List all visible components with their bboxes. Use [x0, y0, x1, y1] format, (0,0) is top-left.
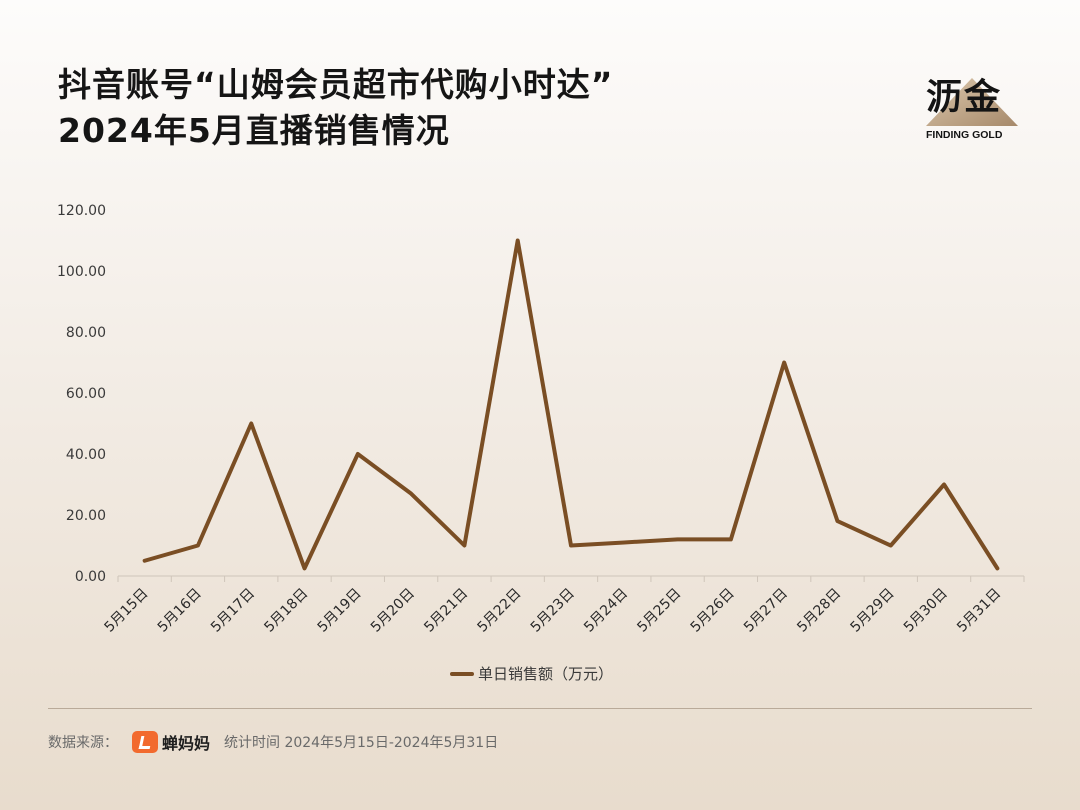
- series-line: [142, 238, 1000, 571]
- y-tick-label: 0.00: [75, 569, 106, 585]
- finding-gold-logo: 沥金 FINDING GOLD: [920, 66, 1020, 146]
- y-tick-label: 40.00: [66, 447, 106, 463]
- stat-period: 统计时间 2024年5月15日-2024年5月31日: [224, 735, 499, 751]
- y-tick-label: 120.00: [57, 203, 106, 219]
- legend-label: 单日销售额（万元）: [478, 665, 613, 683]
- x-tick-label: 5月23日: [528, 586, 578, 636]
- line-chart: 0.00 20.00 40.00 60.00 80.00 100.00 120.00 5月15…: [57, 203, 1025, 683]
- chanmama-logo-icon: [132, 731, 158, 753]
- footer: 数据来源： 蝉妈妈 统计时间 2024年5月15日-2024年5月31日: [48, 730, 498, 754]
- x-tick-label: 5月19日: [315, 586, 365, 636]
- x-tick-label: 5月17日: [208, 586, 258, 636]
- x-tick-label: 5月20日: [368, 586, 418, 636]
- x-tick-label: 5月26日: [688, 586, 738, 636]
- y-tick-label: 20.00: [66, 508, 106, 524]
- x-tick-label: 5月25日: [634, 586, 684, 636]
- y-tick-label: 60.00: [66, 386, 106, 402]
- x-tick-label: 5月21日: [421, 586, 471, 636]
- source-brand-name: 蝉妈妈: [162, 734, 211, 753]
- mountain-icon: [926, 78, 1018, 126]
- logo-chinese-text: 沥金: [926, 77, 1003, 118]
- x-tick-label: 5月18日: [261, 586, 311, 636]
- source-label: 数据来源：: [48, 735, 118, 751]
- x-tick-label: 5月16日: [155, 586, 205, 636]
- footer-divider: [48, 708, 1032, 709]
- x-tick-label: 5月15日: [101, 586, 151, 636]
- x-tick-label: 5月29日: [848, 586, 898, 636]
- page-title: 抖音账号“山姆会员超市代购小时达” 2024年5月直播销售情况: [58, 62, 613, 154]
- y-tick-label: 100.00: [57, 264, 106, 280]
- x-tick-label: 5月31日: [954, 586, 1004, 636]
- x-tick-label: 5月30日: [901, 586, 951, 636]
- title-line-1: 抖音账号“山姆会员超市代购小时达”: [58, 65, 614, 104]
- x-tick-label: 5月28日: [794, 586, 844, 636]
- logo-english-text: FINDING GOLD: [926, 129, 1003, 141]
- title-line-2: 2024年5月直播销售情况: [58, 111, 450, 150]
- x-tick-label: 5月27日: [741, 586, 791, 636]
- source-brand: 蝉妈妈: [132, 730, 210, 754]
- x-tick-label: 5月22日: [475, 586, 525, 636]
- x-tick-label: 5月24日: [581, 586, 631, 636]
- y-tick-label: 80.00: [66, 325, 106, 341]
